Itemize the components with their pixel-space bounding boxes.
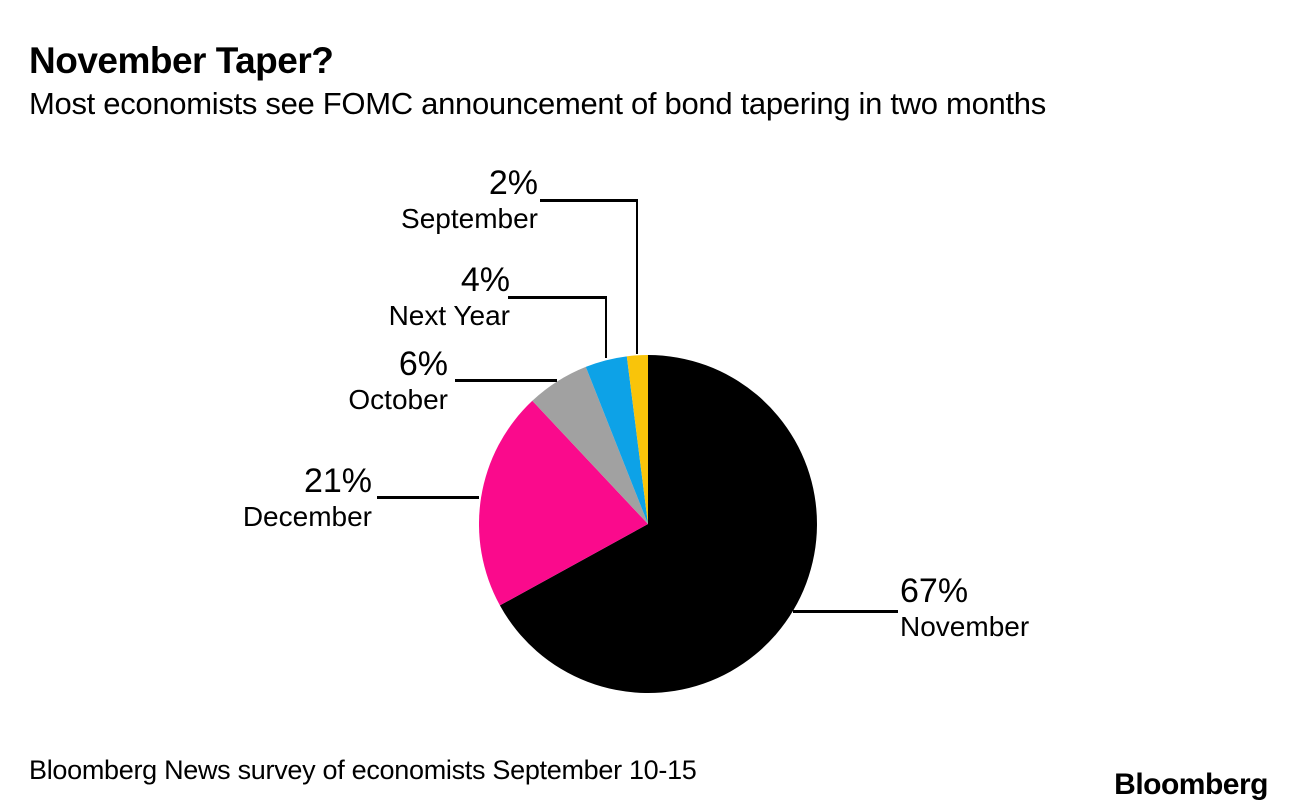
label-october-name: October — [348, 384, 448, 415]
chart-title: November Taper? — [29, 40, 334, 81]
label-october-pct: 6% — [398, 345, 448, 383]
label-september-name: September — [401, 203, 538, 234]
label-september-pct: 2% — [488, 164, 538, 202]
leader-line-next-year-horizontal — [508, 296, 607, 299]
label-december-name: December — [242, 501, 372, 532]
leader-line-september-horizontal — [540, 199, 638, 202]
pie-chart — [479, 355, 817, 693]
label-december: 21% December — [243, 462, 372, 534]
pie-slice-next-year — [585, 356, 648, 524]
label-september: 2% September — [401, 164, 538, 236]
pie-slice-september — [626, 355, 648, 524]
bloomberg-logo: Bloomberg — [1114, 768, 1268, 801]
leader-line-october-horizontal — [455, 379, 557, 382]
label-december-pct: 21% — [303, 462, 372, 500]
label-next-year-pct: 4% — [460, 261, 510, 299]
pie-slice-november — [499, 355, 817, 693]
leader-line-september-vertical — [635, 199, 638, 354]
leader-line-december-horizontal — [377, 496, 479, 499]
label-october: 6% October — [348, 345, 448, 417]
pie-slice-december — [479, 400, 648, 606]
leader-line-november-horizontal — [793, 610, 898, 613]
label-november-name: November — [900, 611, 1030, 642]
label-november-pct: 67% — [900, 572, 969, 610]
leader-line-next-year-vertical — [604, 296, 607, 358]
chart-subtitle: Most economists see FOMC announcement of… — [29, 86, 1046, 121]
source-note: Bloomberg News survey of economists Sept… — [29, 755, 697, 785]
label-november: 67% November — [900, 572, 1029, 644]
pie-chart-svg — [479, 355, 817, 693]
pie-slice-october — [532, 366, 648, 524]
label-next-year: 4% Next Year — [389, 261, 510, 333]
label-next-year-name: Next Year — [388, 300, 510, 331]
